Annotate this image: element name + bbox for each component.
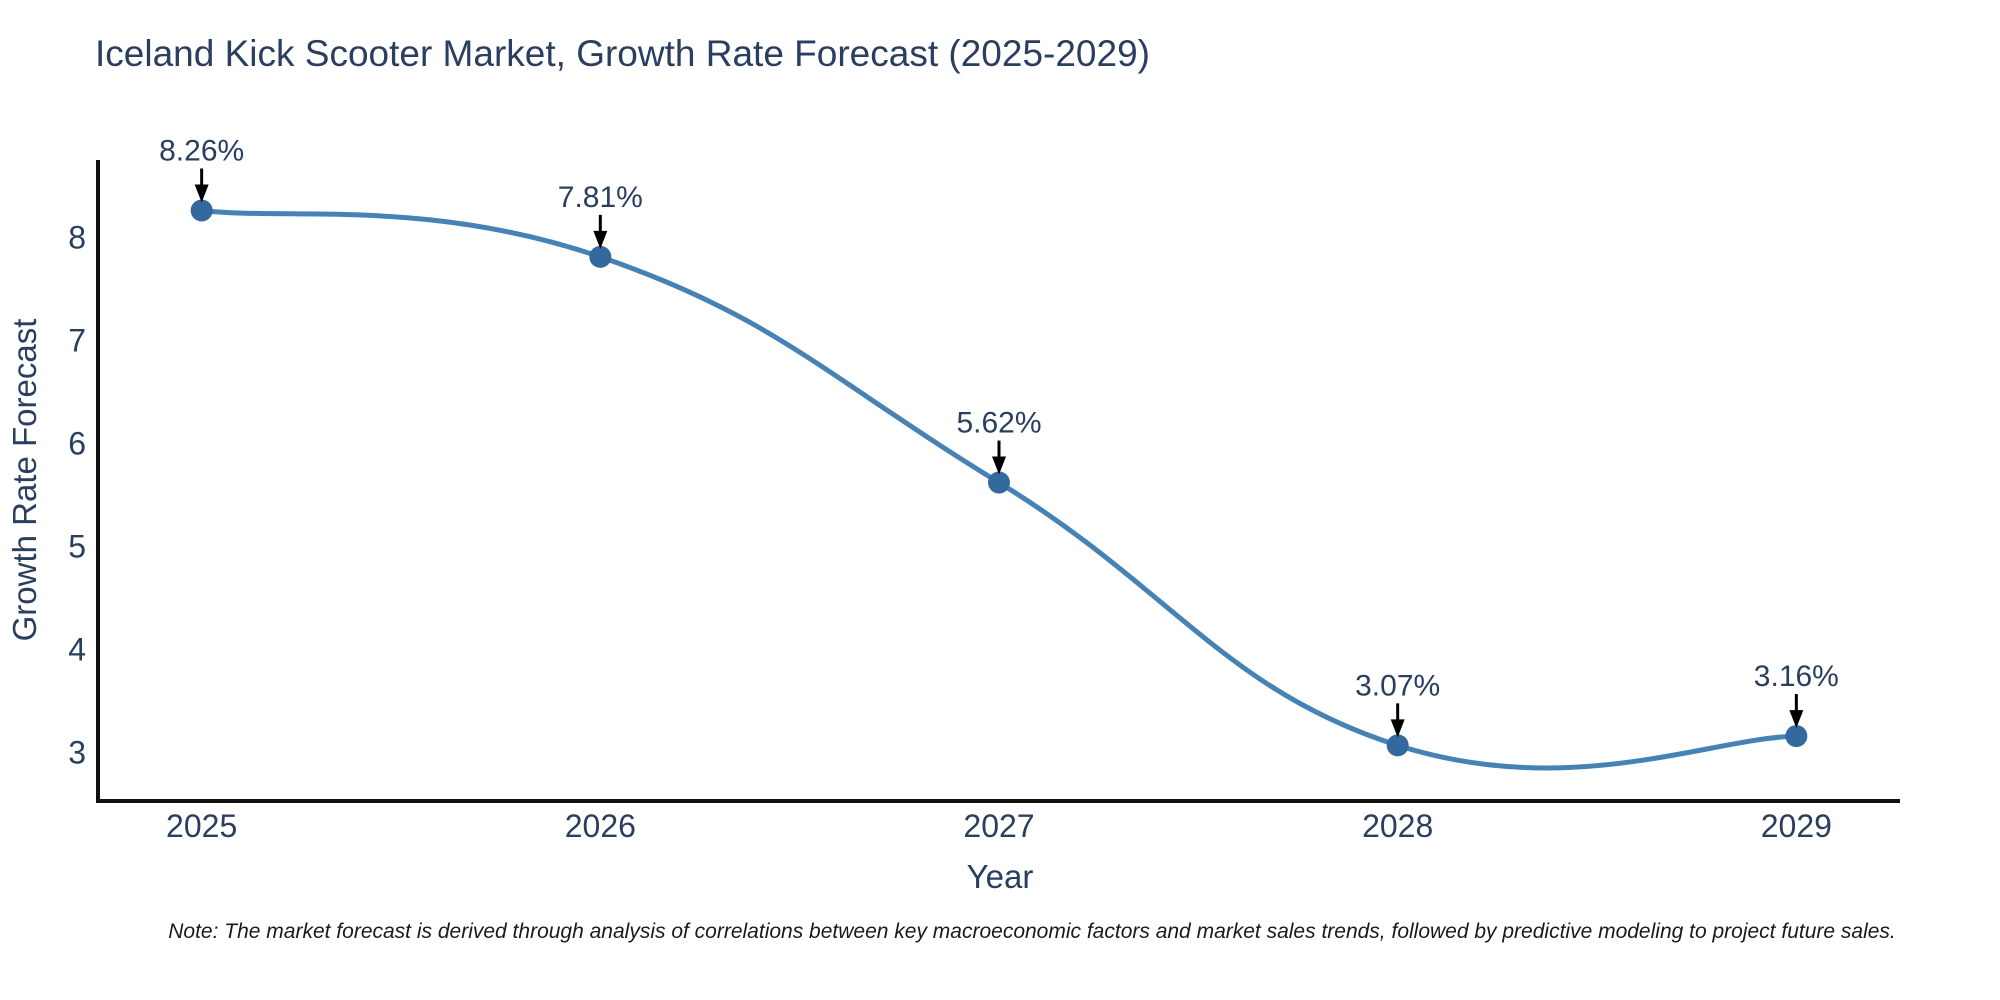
data-point-marker — [1386, 734, 1409, 757]
point-annotation-label: 8.26% — [159, 134, 244, 167]
point-annotation-label: 5.62% — [956, 407, 1041, 440]
y-tick-label: 8 — [68, 219, 86, 255]
chart-title: Iceland Kick Scooter Market, Growth Rate… — [95, 33, 1150, 74]
x-tick-label: 2025 — [166, 808, 237, 844]
annotation-arrowhead-icon — [992, 456, 1006, 475]
y-tick-label: 3 — [68, 735, 86, 771]
data-point-marker — [1785, 725, 1808, 748]
data-point-marker — [988, 471, 1010, 494]
point-annotation-label: 7.81% — [558, 181, 643, 214]
data-point-marker — [190, 199, 213, 222]
y-axis-title: Growth Rate Forecast — [6, 319, 43, 642]
point-annotation-label: 3.07% — [1355, 669, 1440, 702]
x-tick-label: 2027 — [963, 808, 1034, 844]
x-axis-tick-labels: 2025 2026 2027 2028 2029 — [166, 808, 1832, 844]
point-annotations: 8.26% 7.81% 5.62% 3.07% 3.16% — [159, 134, 1839, 738]
x-tick-label: 2029 — [1761, 808, 1832, 844]
footnote: Note: The market forecast is derived thr… — [168, 920, 1896, 943]
series-markers — [190, 199, 1808, 757]
x-tick-label: 2026 — [565, 808, 636, 844]
annotation-arrowhead-icon — [194, 184, 209, 203]
y-axis-tick-labels: 3 4 5 6 7 8 — [68, 219, 86, 770]
annotation-arrowhead-icon — [1390, 719, 1405, 738]
annotation-arrowhead-icon — [593, 230, 608, 249]
y-tick-label: 4 — [68, 632, 86, 668]
point-annotation-label: 3.16% — [1754, 660, 1839, 693]
y-tick-label: 5 — [68, 528, 86, 564]
point-annotation: 3.16% — [1754, 660, 1839, 729]
annotation-arrowhead-icon — [1789, 710, 1804, 729]
y-tick-label: 7 — [68, 322, 86, 358]
point-annotation: 5.62% — [956, 407, 1042, 475]
point-annotation: 3.07% — [1355, 669, 1440, 738]
x-axis-title: Year — [967, 858, 1034, 895]
point-annotation: 7.81% — [558, 181, 643, 249]
x-tick-label: 2028 — [1362, 808, 1433, 844]
data-point-marker — [589, 245, 612, 268]
y-tick-label: 6 — [68, 425, 86, 461]
point-annotation: 8.26% — [159, 134, 244, 203]
